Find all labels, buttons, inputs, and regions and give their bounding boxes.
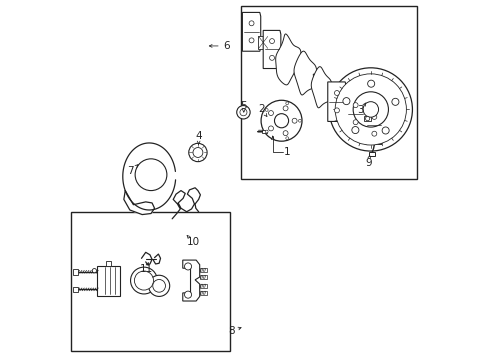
Polygon shape bbox=[311, 67, 331, 108]
Polygon shape bbox=[327, 82, 346, 121]
Circle shape bbox=[334, 74, 406, 145]
Circle shape bbox=[365, 117, 369, 121]
Bar bbox=[368, 152, 374, 156]
Polygon shape bbox=[183, 260, 199, 301]
Circle shape bbox=[352, 92, 387, 127]
Circle shape bbox=[371, 114, 376, 120]
Circle shape bbox=[274, 114, 288, 128]
Bar bbox=[199, 291, 206, 294]
Circle shape bbox=[248, 21, 253, 26]
Text: 6: 6 bbox=[223, 41, 229, 51]
Circle shape bbox=[184, 263, 191, 270]
Bar bbox=[199, 284, 206, 288]
Bar bbox=[71, 212, 229, 351]
Bar bbox=[262, 130, 267, 133]
Circle shape bbox=[371, 131, 376, 136]
Circle shape bbox=[148, 275, 169, 296]
Circle shape bbox=[367, 80, 374, 87]
Circle shape bbox=[391, 98, 398, 105]
Text: 4: 4 bbox=[195, 131, 202, 141]
Circle shape bbox=[240, 109, 246, 116]
Polygon shape bbox=[263, 30, 280, 68]
Circle shape bbox=[283, 106, 287, 111]
Circle shape bbox=[285, 137, 288, 140]
Circle shape bbox=[362, 102, 378, 117]
Circle shape bbox=[268, 111, 273, 116]
Circle shape bbox=[188, 143, 207, 162]
Circle shape bbox=[298, 119, 301, 122]
Bar bbox=[73, 269, 78, 275]
Bar bbox=[105, 261, 111, 266]
Circle shape bbox=[248, 38, 253, 43]
Circle shape bbox=[334, 90, 339, 95]
Circle shape bbox=[269, 55, 274, 60]
Circle shape bbox=[152, 279, 165, 292]
Circle shape bbox=[184, 291, 191, 298]
Bar bbox=[73, 287, 78, 292]
Text: 7: 7 bbox=[127, 166, 134, 176]
Text: 9: 9 bbox=[365, 158, 371, 168]
Circle shape bbox=[265, 108, 267, 111]
Polygon shape bbox=[275, 34, 300, 85]
Bar bbox=[199, 275, 206, 279]
Text: 3: 3 bbox=[357, 105, 364, 115]
Circle shape bbox=[268, 126, 273, 131]
Bar bbox=[364, 117, 370, 121]
Bar bbox=[241, 6, 417, 179]
Text: 5: 5 bbox=[240, 101, 246, 111]
Polygon shape bbox=[242, 12, 260, 51]
Polygon shape bbox=[366, 106, 382, 144]
Circle shape bbox=[283, 131, 287, 136]
Text: 8: 8 bbox=[228, 326, 234, 336]
Circle shape bbox=[236, 105, 250, 119]
Circle shape bbox=[261, 100, 302, 141]
Bar bbox=[97, 266, 120, 296]
Circle shape bbox=[291, 118, 296, 123]
Circle shape bbox=[381, 127, 388, 134]
Circle shape bbox=[130, 267, 157, 294]
Polygon shape bbox=[123, 190, 154, 215]
Circle shape bbox=[285, 102, 288, 105]
Circle shape bbox=[193, 148, 203, 157]
Circle shape bbox=[92, 269, 96, 273]
Circle shape bbox=[352, 120, 357, 125]
Circle shape bbox=[269, 39, 274, 44]
Bar bbox=[199, 268, 206, 272]
Circle shape bbox=[342, 98, 349, 105]
Text: 2: 2 bbox=[258, 104, 264, 114]
Circle shape bbox=[135, 159, 166, 190]
Text: 10: 10 bbox=[186, 237, 200, 247]
Circle shape bbox=[265, 130, 267, 133]
Text: 1: 1 bbox=[283, 147, 289, 157]
Circle shape bbox=[134, 271, 153, 290]
Text: 11: 11 bbox=[140, 264, 153, 274]
Polygon shape bbox=[293, 51, 316, 95]
Circle shape bbox=[334, 108, 339, 113]
Polygon shape bbox=[346, 94, 364, 133]
Bar bbox=[257, 36, 268, 49]
Circle shape bbox=[351, 126, 358, 134]
Circle shape bbox=[328, 68, 411, 151]
Circle shape bbox=[352, 103, 357, 108]
